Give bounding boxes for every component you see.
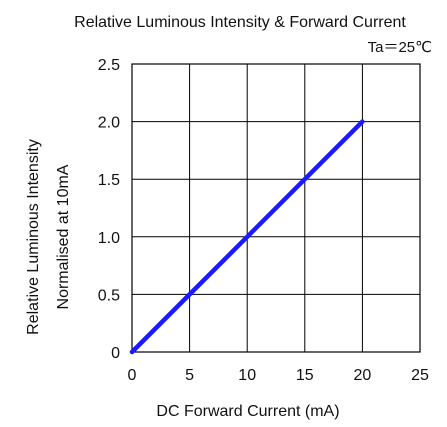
- x-tick-label: 5: [185, 367, 194, 384]
- y-tick-label: 1.0: [98, 230, 120, 247]
- chart-title: Relative Luminous Intensity & Forward Cu…: [74, 14, 406, 31]
- y-axis-label-2: Normalised at 10mA: [55, 164, 72, 309]
- plot-frame: [131, 63, 421, 353]
- x-tick-label: 25: [411, 367, 429, 384]
- plot-area: [131, 63, 421, 353]
- x-tick-label: 10: [238, 367, 256, 384]
- x-axis-label: DC Forward Current (mA): [156, 403, 339, 420]
- y-tick-label: 0: [111, 345, 120, 362]
- y-tick-label: 2.0: [98, 115, 120, 132]
- series-line: [129, 119, 365, 355]
- y-tick-label: 1.5: [98, 172, 120, 189]
- x-tick-label: 20: [354, 367, 372, 384]
- data-layer: [129, 119, 365, 355]
- x-tick-label: 0: [128, 367, 137, 384]
- y-tick-label: 2.5: [98, 57, 120, 74]
- chart-condition: Ta＝25℃: [368, 39, 432, 56]
- tick-layer: 0 5 10 15 20 25 0 0.5 1.0 1.5 2.0 2.5: [98, 57, 429, 384]
- x-tick-label: 15: [296, 367, 314, 384]
- y-tick-label: 0.5: [98, 287, 120, 304]
- y-axis-label: Relative Luminous Intensity: [25, 139, 42, 335]
- grid-layer: [132, 64, 420, 352]
